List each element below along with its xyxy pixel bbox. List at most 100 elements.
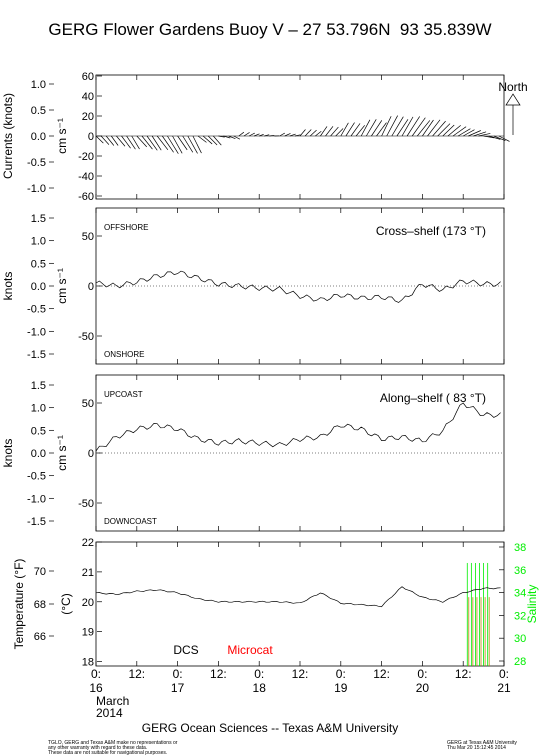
current-vector (401, 116, 414, 137)
temperature-c-tick: 19 (82, 627, 94, 639)
current-vector (376, 122, 387, 137)
cross-shelf-knots-tick: 1.5 (31, 213, 46, 225)
x-day-label: 17 (171, 681, 185, 695)
current-vector (447, 125, 461, 137)
current-vector (478, 133, 491, 137)
current-vector (411, 117, 426, 137)
cross-shelf-ylabel: knots (1, 272, 15, 301)
along-shelf-title: Along–shelf ( 83 °T) (380, 391, 486, 405)
current-vector (417, 120, 431, 137)
currents-cm-tick: -60 (78, 191, 94, 203)
current-vector (488, 135, 501, 140)
legend-microcat: Microcat (227, 643, 273, 657)
current-vector (365, 119, 377, 137)
credit-line: GERG at Texas A&M University (447, 740, 517, 746)
along-shelf-knots-tick: -1.0 (27, 493, 46, 505)
north-label: North (498, 80, 527, 94)
x-tick-label: 0: (336, 667, 346, 681)
x-tick-label: 12: (455, 667, 472, 681)
x-day-label: 19 (334, 681, 348, 695)
currents-cm-tick: -40 (78, 171, 94, 183)
salinity-tick: 36 (514, 565, 526, 577)
page-title: GERG Flower Gardens Buoy V – 27 53.796N … (48, 20, 492, 39)
temperature-c-tick: 20 (82, 597, 94, 609)
salinity-tick: 28 (514, 656, 526, 668)
temperature-series-line (95, 586, 501, 608)
current-vector (422, 119, 434, 137)
along-shelf-series-line (95, 402, 501, 452)
current-vector (269, 134, 275, 137)
currents-cm-tick: 40 (82, 91, 94, 103)
credit-note: GERG at Texas A&M University Thu Mar 20 … (447, 741, 517, 751)
current-vector (360, 119, 371, 137)
salinity-tick: 34 (514, 588, 526, 600)
along-shelf-bottom-label: DOWNCOAST (104, 517, 157, 526)
current-vector (350, 123, 361, 137)
along-shelf-knots-tick: 1.0 (31, 403, 46, 415)
along-shelf-ylabel: knots (1, 439, 15, 468)
current-vector (213, 135, 222, 146)
x-day-label: 20 (416, 681, 430, 695)
current-vector (442, 124, 455, 137)
cross-shelf-bottom-label: ONSHORE (104, 350, 144, 359)
salinity-ylabel: Salinity (525, 585, 539, 624)
x-day-label: 18 (253, 681, 267, 695)
cross-shelf-knots-tick: -1.0 (27, 326, 46, 338)
along-shelf-top-label: UPCOAST (104, 390, 143, 399)
disclaimer-note: TGLO, GERG and Texas A&M make no represe… (48, 741, 177, 756)
current-vector (381, 116, 392, 137)
currents-knots-tick: 0.0 (31, 131, 46, 143)
current-vector (264, 134, 270, 137)
temperature-f-tick: 68 (34, 599, 46, 611)
current-vector (320, 126, 328, 137)
along-shelf-knots-tick: 0.0 (31, 448, 46, 460)
current-vector (207, 135, 218, 146)
x-tick-label: 12: (292, 667, 309, 681)
current-vector (493, 135, 506, 142)
current-vector (182, 135, 194, 153)
current-vector (187, 135, 198, 154)
current-vector (371, 120, 383, 137)
current-vector (315, 130, 322, 137)
current-vector (100, 135, 110, 145)
current-vector (141, 135, 153, 150)
x-tick-label: 0: (91, 667, 101, 681)
current-vector (294, 134, 301, 137)
x-month-label: March (96, 694, 129, 708)
cross-shelf-knots-tick: -0.5 (27, 304, 46, 316)
current-vector (289, 133, 296, 137)
current-vector (105, 135, 115, 146)
x-day-label: 21 (497, 681, 511, 695)
credit-line: Thu Mar 20 15:12:45 2014 (447, 745, 506, 751)
x-day-label: 16 (89, 681, 103, 695)
current-vector (432, 120, 446, 137)
north-arrow-head (505, 93, 521, 106)
current-vector (452, 126, 467, 137)
current-vector (386, 115, 398, 137)
cross-shelf-unit-label: cm s⁻¹ (55, 268, 69, 304)
current-vector (253, 133, 260, 137)
x-year-label: 2014 (96, 706, 123, 720)
salinity-tick: 30 (514, 633, 526, 645)
along-shelf-cm-tick: -50 (78, 498, 94, 510)
current-vector (406, 116, 420, 137)
x-tick-label: 0: (499, 667, 509, 681)
current-vector (202, 135, 213, 145)
along-shelf-cm-tick: 50 (82, 398, 94, 410)
current-vector (243, 132, 250, 137)
current-vector (304, 129, 312, 137)
current-vector (162, 135, 174, 153)
current-vector (330, 126, 339, 137)
along-shelf-knots-tick: 1.5 (31, 380, 46, 392)
current-vector (177, 135, 188, 151)
cross-shelf-knots-tick: 0.0 (31, 281, 46, 293)
salinity-tick: 32 (514, 610, 526, 622)
temperature-c-tick: 18 (82, 657, 94, 669)
currents-knots-tick: 0.5 (31, 105, 46, 117)
currents-cm-tick: 60 (82, 71, 94, 83)
current-vector (325, 126, 334, 137)
current-vector (238, 131, 245, 137)
current-vector (340, 122, 349, 137)
current-vector (391, 116, 404, 137)
